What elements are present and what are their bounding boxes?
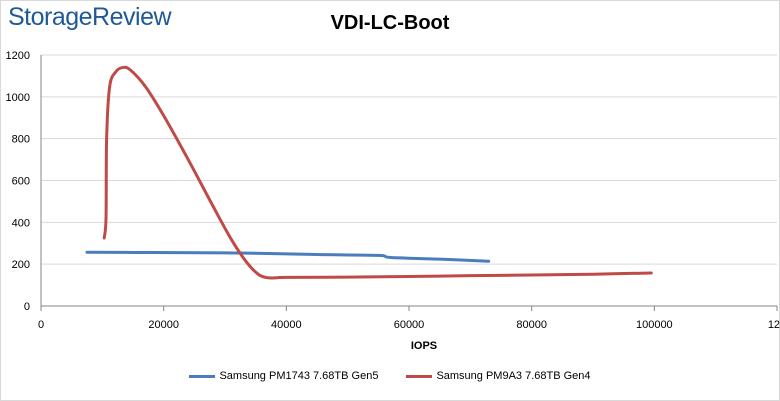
x-tick-label: 40000 xyxy=(271,319,302,331)
y-tick-label: 600 xyxy=(12,176,30,188)
series-line-1 xyxy=(102,65,653,280)
storagereview-logo: StorageReview xyxy=(8,3,172,31)
y-tick-label: 1000 xyxy=(6,92,30,104)
legend-label-pm1743: Samsung PM1743 7.68TB Gen5 xyxy=(219,370,379,382)
x-tick-label: 120 xyxy=(768,319,780,331)
x-tick-label: 100000 xyxy=(636,319,673,331)
legend-swatch-pm1743 xyxy=(189,374,216,378)
y-tick-label: 400 xyxy=(12,217,30,229)
x-tick-label: 20000 xyxy=(148,319,179,331)
x-tick-label: 0 xyxy=(38,319,44,331)
x-tick-label: 80000 xyxy=(516,319,547,331)
y-tick-label: 0 xyxy=(24,301,30,313)
legend-item-pm1743: Samsung PM1743 7.68TB Gen5 xyxy=(189,370,378,382)
chart-title: VDI-LC-Boot xyxy=(330,12,450,34)
legend-item-pm9a3: Samsung PM9A3 7.68TB Gen4 xyxy=(406,370,591,382)
y-tick-label: 200 xyxy=(12,259,30,271)
x-tick-label: 60000 xyxy=(394,319,425,331)
y-tick-label: 1200 xyxy=(6,50,30,62)
legend-label-pm9a3: Samsung PM9A3 7.68TB Gen4 xyxy=(436,370,591,382)
chart-legend: Samsung PM1743 7.68TB Gen5 Samsung PM9A3… xyxy=(0,370,780,382)
x-axis-title: IOPS xyxy=(411,340,437,352)
y-tick-label: 800 xyxy=(12,134,30,146)
legend-swatch-pm9a3 xyxy=(406,374,433,378)
series-line-0 xyxy=(85,250,491,263)
